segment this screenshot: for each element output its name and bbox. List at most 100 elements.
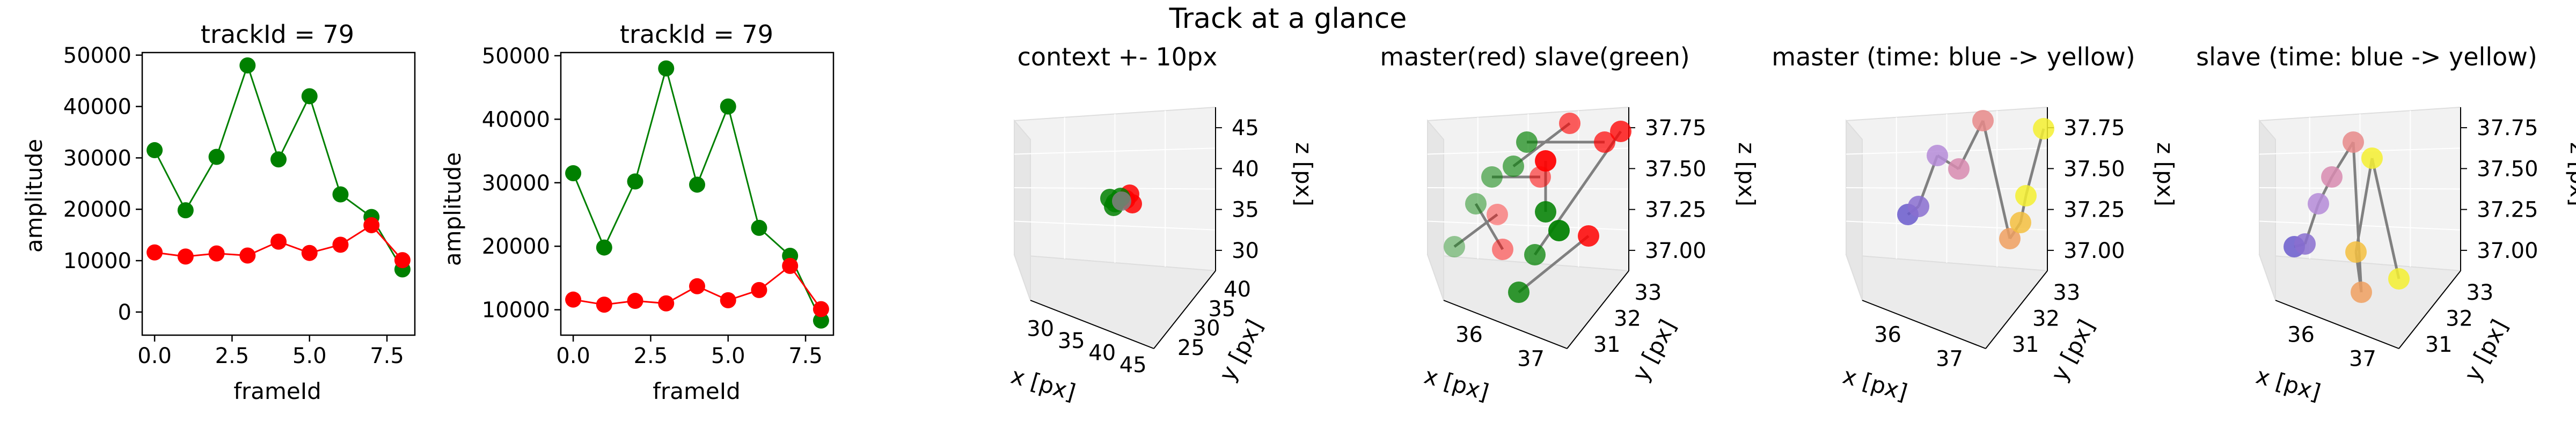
data-point	[332, 186, 349, 203]
x-tick-label: 2.5	[215, 344, 250, 368]
data-point	[658, 60, 675, 77]
figure-suptitle: Track at a glance	[1169, 3, 1407, 35]
x-tick-label: 7.5	[788, 344, 823, 368]
amplitude-chart-1: trackId = 79 frameId amplitude 0.0 2.5 5.0…	[21, 20, 416, 404]
data-point	[596, 297, 612, 313]
y-tick-label: 10000	[63, 249, 131, 273]
y-tick-label: 50000	[63, 43, 131, 68]
z-tick-label: 37.00	[2063, 239, 2125, 263]
data-point	[813, 312, 829, 329]
slave-point	[1465, 193, 1487, 214]
data-point	[689, 176, 705, 193]
y-tick-label: 30	[1193, 316, 1220, 341]
y-tick-label: 40000	[482, 107, 550, 132]
z-tick-label: 35	[1232, 198, 1259, 223]
cluster-point	[1112, 191, 1131, 211]
y-tick-label: 25	[1177, 336, 1205, 360]
left-pane	[1014, 119, 1031, 301]
y-axis-line	[2398, 270, 2461, 349]
chart-title: master(red) slave(green)	[1380, 42, 1689, 71]
data-point	[332, 236, 349, 253]
chart-title: trackId = 79	[620, 20, 773, 49]
y-tick-label: 35	[1208, 297, 1235, 321]
slave-time-point	[2343, 131, 2364, 153]
master-time-point	[1999, 228, 2021, 249]
y-axis-label: amplitude	[21, 139, 47, 253]
y-axis-line	[1567, 270, 1629, 349]
slave-time-point	[2321, 166, 2343, 188]
slave-point	[1508, 282, 1529, 303]
x-axis-label: x [px]	[1421, 363, 1491, 406]
z-tick-label: 37.75	[2063, 116, 2125, 140]
slave-point	[1516, 131, 1538, 153]
data-point	[394, 252, 411, 269]
y-tick-label: 33	[1634, 280, 1662, 305]
data-point	[627, 173, 643, 190]
data-point	[565, 165, 582, 182]
slave-time-point	[2308, 193, 2329, 214]
context-3d-chart: context +- 10px 30 35 40 452530354030354045…	[1008, 42, 1317, 405]
master-point	[1559, 113, 1580, 134]
x-tick-label: 0.0	[137, 344, 172, 368]
y-tick-label: 31	[2425, 332, 2453, 357]
data-point	[177, 248, 194, 265]
x-axis-line	[1443, 300, 1568, 349]
y-tick-label: 0	[118, 300, 131, 325]
y-tick-label: 30000	[63, 146, 131, 171]
z-tick-label: 45	[1232, 116, 1259, 140]
z-tick-label: 37.75	[1645, 116, 1707, 140]
pair-connector	[1453, 213, 1498, 248]
z-axis-label: z [px]	[1733, 142, 1760, 206]
x-tick-label: 35	[1058, 329, 1085, 353]
z-tick-label: 37.50	[2063, 157, 2125, 181]
grid-line	[1014, 187, 1216, 190]
x-axis-line	[1030, 300, 1154, 349]
pair-connector	[1512, 122, 1571, 167]
master-point	[1578, 225, 1599, 247]
slave-point	[1444, 236, 1465, 257]
plot-frame	[141, 51, 416, 336]
master-point	[1487, 204, 1508, 225]
y-tick-label: 32	[1614, 307, 1641, 331]
chart-title: context +- 10px	[1018, 42, 1218, 71]
slave-point	[1481, 166, 1503, 188]
z-tick-label: 37.50	[2477, 157, 2538, 181]
grid-line	[1014, 220, 1216, 231]
slave-point	[1524, 244, 1546, 265]
chart-title: master (time: blue -> yellow)	[1772, 42, 2135, 71]
y-axis-line	[1153, 270, 1216, 349]
z-axis-label: z [px]	[2152, 142, 2178, 206]
master-time-point	[1948, 158, 1970, 180]
left-pane	[1427, 119, 1444, 301]
x-tick-label: 5.0	[711, 344, 745, 368]
data-point	[658, 295, 675, 312]
time-path	[1981, 120, 2011, 239]
x-axis-label: frameId	[653, 378, 741, 404]
z-tick-label: 37.50	[1645, 157, 1707, 181]
data-point	[751, 282, 767, 298]
slave-time-point	[2361, 147, 2383, 169]
x-tick-label: 40	[1088, 341, 1116, 365]
pair-connector	[1474, 203, 1504, 250]
z-tick-label: 37.00	[2477, 239, 2538, 263]
data-point	[239, 247, 256, 264]
data-point	[689, 278, 705, 294]
grid-line	[2259, 187, 2461, 190]
y-tick-label: 32	[2446, 307, 2473, 331]
data-point	[301, 88, 318, 105]
y-tick-label: 33	[2053, 280, 2080, 305]
y-tick-label: 31	[2012, 332, 2039, 357]
y-axis-label: amplitude	[440, 152, 466, 266]
x-tick-label: 36	[1455, 323, 1483, 347]
time-path	[2024, 128, 2045, 196]
chart-title: trackId = 79	[201, 20, 354, 49]
z-tick-label: 37.00	[1645, 239, 1707, 263]
y-axis-label: y [px]	[1214, 315, 1268, 386]
z-axis-label: z [px]	[2565, 142, 2576, 206]
y-tick-label: 50000	[482, 44, 550, 69]
slave-point	[1535, 201, 1556, 223]
z-tick-label: 37.25	[2477, 198, 2538, 223]
amplitude-chart-2: trackId = 79 frameId amplitude 0.0 2.5 5.0…	[440, 20, 835, 404]
